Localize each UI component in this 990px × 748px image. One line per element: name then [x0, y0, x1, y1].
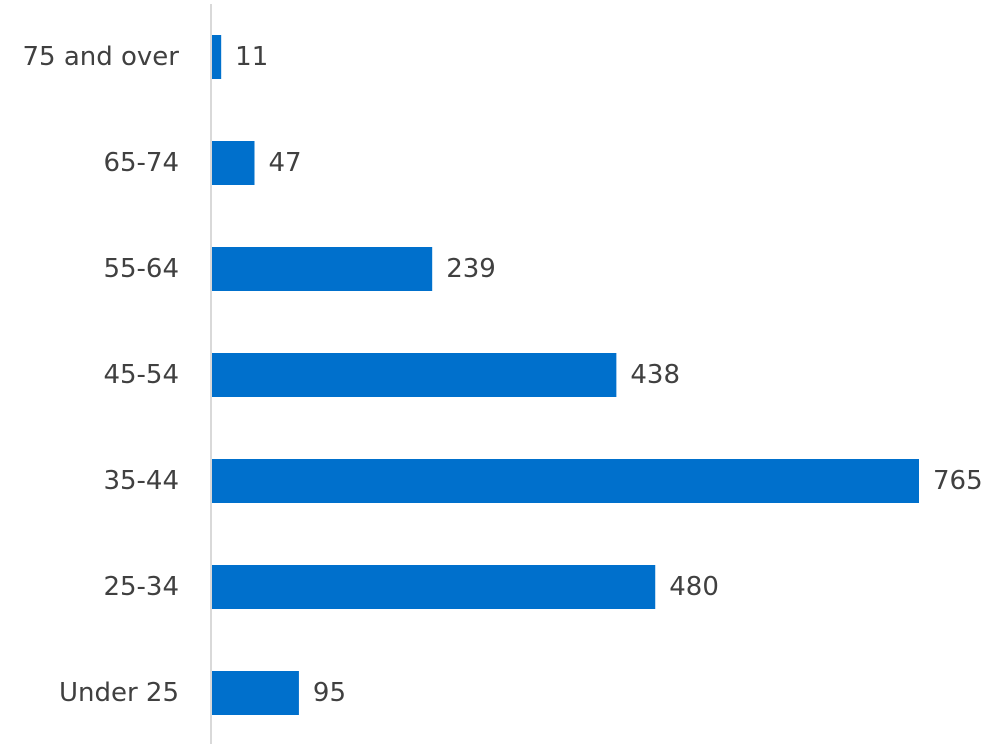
data-label: 480: [669, 572, 719, 602]
data-label: 47: [268, 148, 301, 178]
category-label: 45-54: [103, 360, 179, 390]
bar: [211, 459, 919, 503]
bar: [211, 353, 617, 397]
data-label: 438: [630, 360, 680, 390]
category-labels-group: 75 and over 65-74 55-64 45-54 35-44 25-34 Unde…: [22, 42, 179, 708]
bar: [211, 141, 255, 185]
category-label: Under 25: [59, 678, 179, 708]
data-label: 765: [933, 466, 983, 496]
category-label: 55-64: [103, 254, 179, 284]
bars-group: [211, 35, 919, 715]
category-label: 25-34: [103, 572, 179, 602]
value-labels-group: 11 47 239 438 765 480 95: [235, 42, 982, 708]
category-label: 65-74: [103, 148, 179, 178]
bar: [211, 565, 656, 609]
data-label: 11: [235, 42, 268, 72]
data-label: 95: [313, 678, 346, 708]
data-label: 239: [446, 254, 496, 284]
bar: [211, 35, 222, 79]
category-label: 35-44: [103, 466, 179, 496]
bar: [211, 247, 433, 291]
category-label: 75 and over: [22, 42, 179, 72]
bar: [211, 671, 299, 715]
